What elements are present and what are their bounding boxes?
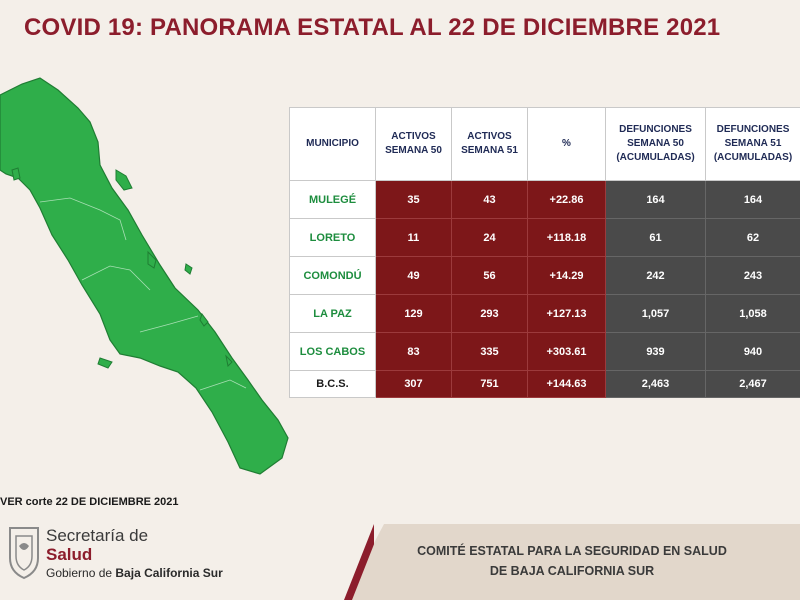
page-title: COVID 19: PANORAMA ESTATAL AL 22 DE DICI… xyxy=(24,14,721,41)
gobierno-prefix: Gobierno de xyxy=(46,566,113,580)
cell-defunciones-51: 164 xyxy=(705,180,800,219)
cell-municipio: LA PAZ xyxy=(289,294,376,333)
gobierno-state: Baja California Sur xyxy=(115,566,223,580)
source-note: VER corte 22 DE DICIEMBRE 2021 xyxy=(0,496,179,508)
cell-activos-50: 49 xyxy=(375,256,452,295)
table-row: MULEGÉ 35 43 +22.86 164 164 xyxy=(289,180,800,219)
cell-percent: +144.63 xyxy=(527,370,606,398)
cell-defunciones-51: 2,467 xyxy=(705,370,800,398)
table-row: LOS CABOS 83 335 +303.61 939 940 xyxy=(289,332,800,371)
cell-defunciones-51: 243 xyxy=(705,256,800,295)
entity-gobierno: Gobierno de Baja California Sur xyxy=(46,566,223,580)
header-activos-semana-50: ACTIVOS SEMANA 50 xyxy=(375,107,452,181)
table-row: LORETO 11 24 +118.18 61 62 xyxy=(289,218,800,257)
cell-defunciones-50: 2,463 xyxy=(605,370,706,398)
entity-salud: Salud xyxy=(46,545,93,564)
footer-line2: DE BAJA CALIFORNIA SUR xyxy=(489,564,655,578)
cell-percent: +14.29 xyxy=(527,256,606,295)
cell-defunciones-51: 940 xyxy=(705,332,800,371)
footer-line1: COMITÉ ESTATAL PARA LA SEGURIDAD EN SALU… xyxy=(417,544,727,558)
cell-percent: +303.61 xyxy=(527,332,606,371)
cell-municipio: COMONDÚ xyxy=(289,256,376,295)
cell-defunciones-50: 242 xyxy=(605,256,706,295)
cell-municipio: MULEGÉ xyxy=(289,180,376,219)
cell-percent: +22.86 xyxy=(527,180,606,219)
header-defunciones-semana-51: DEFUNCIONES SEMANA 51 (ACUMULADAS) xyxy=(705,107,800,181)
cell-percent: +127.13 xyxy=(527,294,606,333)
cell-activos-50: 35 xyxy=(375,180,452,219)
cell-activos-50: 307 xyxy=(375,370,452,398)
cell-municipio: LOS CABOS xyxy=(289,332,376,371)
cell-defunciones-51: 1,058 xyxy=(705,294,800,333)
cell-activos-51: 56 xyxy=(451,256,528,295)
header-activos-semana-51: ACTIVOS SEMANA 51 xyxy=(451,107,528,181)
table-row: COMONDÚ 49 56 +14.29 242 243 xyxy=(289,256,800,295)
state-coat-of-arms-icon xyxy=(9,527,39,580)
header-defunciones-semana-50: DEFUNCIONES SEMANA 50 (ACUMULADAS) xyxy=(605,107,706,181)
table-row-total: B.C.S. 307 751 +144.63 2,463 2,467 xyxy=(289,370,800,398)
cell-activos-50: 129 xyxy=(375,294,452,333)
entity-secretaria: Secretaría de xyxy=(46,526,149,545)
cell-activos-51: 43 xyxy=(451,180,528,219)
cell-activos-51: 335 xyxy=(451,332,528,371)
cell-activos-50: 11 xyxy=(375,218,452,257)
table-row: LA PAZ 129 293 +127.13 1,057 1,058 xyxy=(289,294,800,333)
header-municipio: MUNICIPIO xyxy=(289,107,376,181)
baja-california-sur-map xyxy=(0,77,289,475)
cell-defunciones-50: 1,057 xyxy=(605,294,706,333)
covid-table: MUNICIPIO ACTIVOS SEMANA 50 ACTIVOS SEMA… xyxy=(289,107,800,398)
cell-activos-51: 751 xyxy=(451,370,528,398)
cell-defunciones-50: 939 xyxy=(605,332,706,371)
cell-municipio: B.C.S. xyxy=(289,370,376,398)
table-header-row: MUNICIPIO ACTIVOS SEMANA 50 ACTIVOS SEMA… xyxy=(289,107,800,181)
cell-defunciones-50: 164 xyxy=(605,180,706,219)
cell-percent: +118.18 xyxy=(527,218,606,257)
footer-banner: COMITÉ ESTATAL PARA LA SEGURIDAD EN SALU… xyxy=(344,524,800,600)
header-percent: % xyxy=(527,107,606,181)
cell-activos-50: 83 xyxy=(375,332,452,371)
cell-defunciones-50: 61 xyxy=(605,218,706,257)
cell-municipio: LORETO xyxy=(289,218,376,257)
cell-activos-51: 293 xyxy=(451,294,528,333)
cell-activos-51: 24 xyxy=(451,218,528,257)
cell-defunciones-51: 62 xyxy=(705,218,800,257)
